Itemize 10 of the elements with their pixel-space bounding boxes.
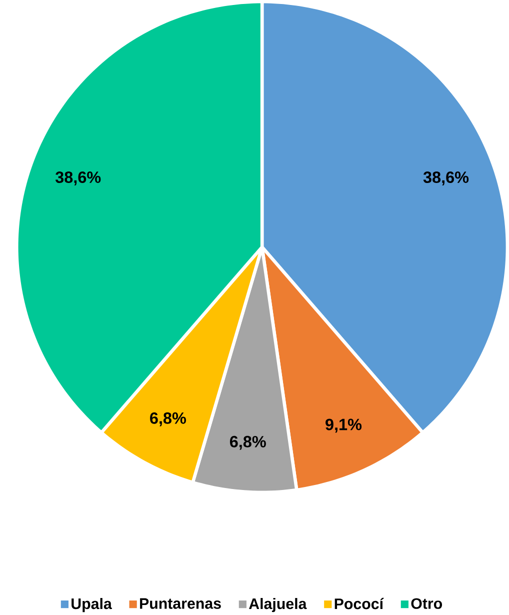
data-label: 6,8%: [150, 412, 186, 426]
legend-label: Alajuela: [248, 598, 307, 612]
legend-label: Otro: [411, 598, 442, 609]
data-label: 6,8%: [230, 436, 266, 450]
legend-label: Puntarenas: [140, 598, 221, 609]
data-label: 38,6%: [55, 172, 101, 186]
legend-label: Upala: [72, 598, 112, 612]
data-label: 38,6%: [423, 172, 469, 186]
data-label: 9,1%: [326, 418, 362, 433]
legend-label: Pococí: [334, 598, 384, 610]
